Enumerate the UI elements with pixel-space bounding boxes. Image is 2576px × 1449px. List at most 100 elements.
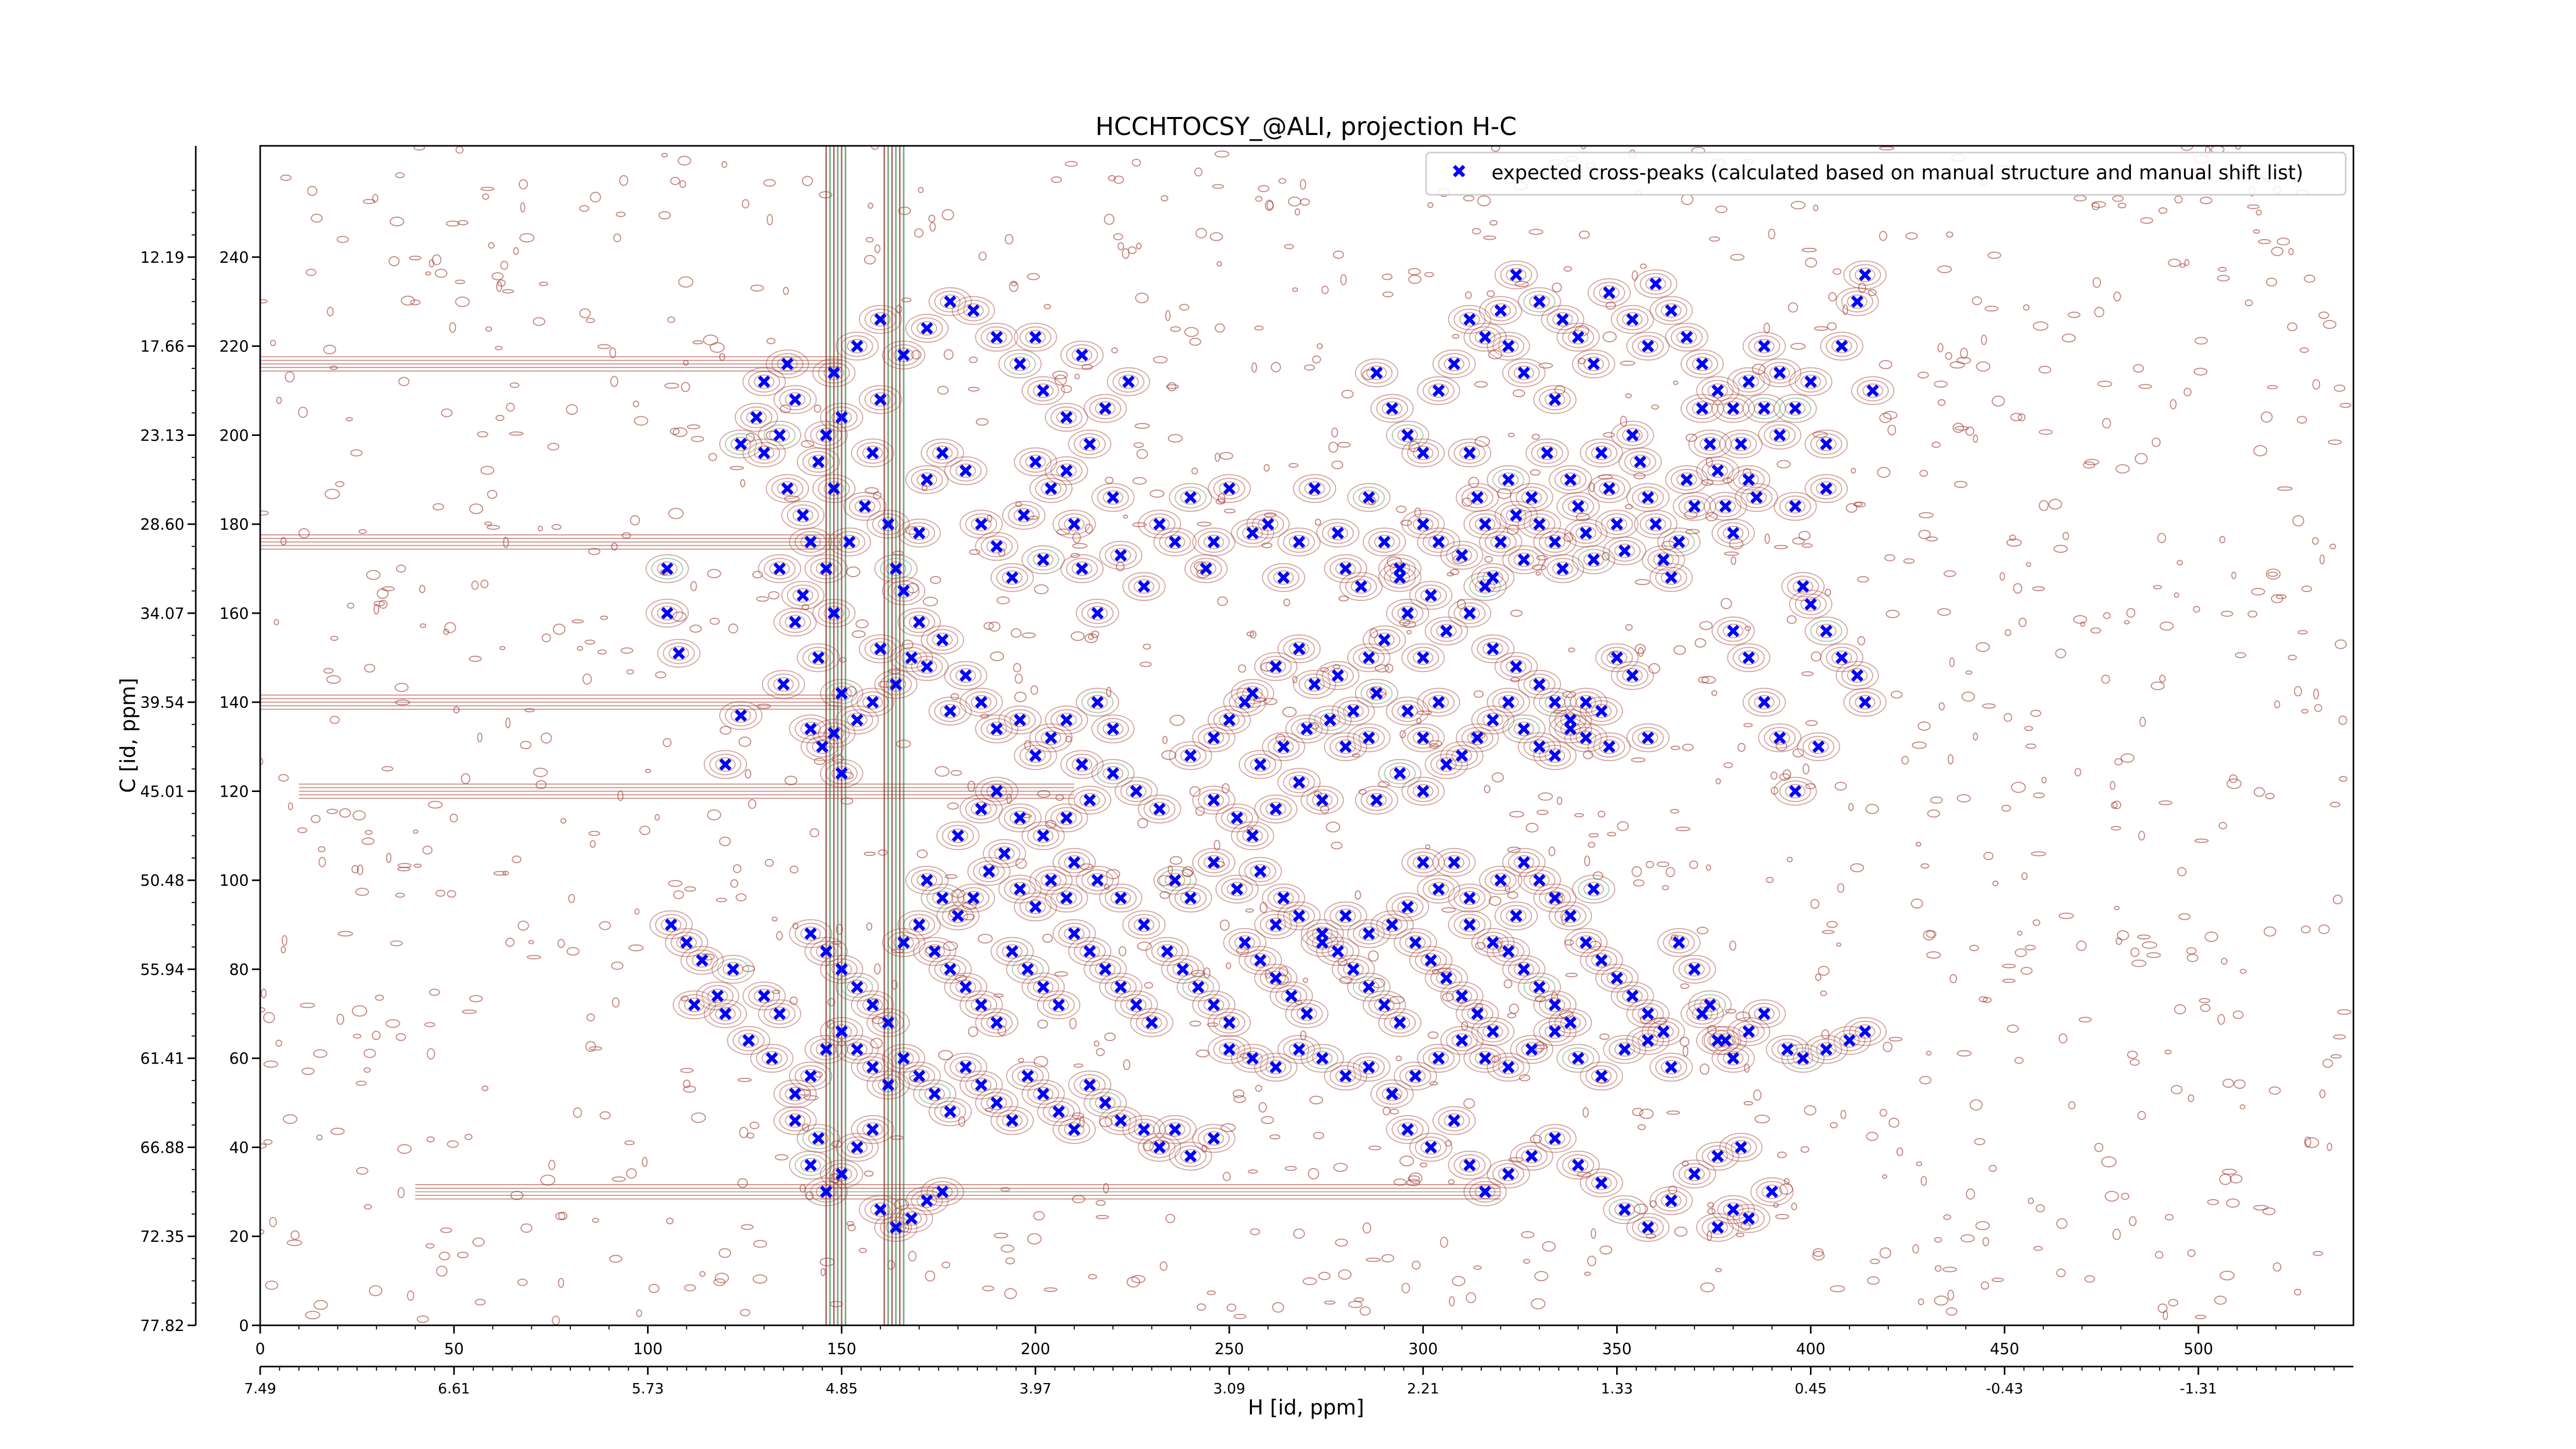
noise-contour <box>363 1049 376 1058</box>
cross-peak-marker <box>665 918 677 931</box>
cross-peak-marker <box>1091 874 1104 887</box>
peak-contour <box>1273 890 1294 905</box>
peak-contour <box>1696 1212 1740 1242</box>
peak-contour <box>792 508 814 523</box>
noise-contour <box>1132 522 1147 527</box>
peak-contour <box>950 664 982 686</box>
cross-peak-marker <box>1626 669 1639 682</box>
peak-contour <box>1614 1042 1635 1057</box>
peak-contour <box>1754 1006 1775 1021</box>
peak-contour <box>1223 928 1267 957</box>
peak-contour <box>1719 429 1763 459</box>
noise-contour <box>278 774 289 782</box>
peak-contour <box>1011 1065 1044 1087</box>
cross-peak-marker <box>1394 571 1406 584</box>
peak-contour <box>1250 757 1271 772</box>
peak-contour <box>971 695 992 710</box>
noise-contour <box>440 1227 452 1233</box>
noise-contour <box>1888 1117 1900 1128</box>
noise-contour <box>1919 512 1934 518</box>
noise-contour <box>1416 710 1432 715</box>
noise-contour <box>1934 380 1948 388</box>
peak-contour <box>1004 878 1036 900</box>
noise-contour <box>2330 802 2341 807</box>
noise-contour <box>1223 1172 1231 1182</box>
peak-contour <box>1032 552 1054 567</box>
noise-contour <box>568 894 575 903</box>
peak-contour <box>1352 922 1385 945</box>
cross-peak-marker <box>1572 1159 1585 1172</box>
noise-contour <box>1845 503 1858 513</box>
peak-contour <box>1327 526 1348 541</box>
peak-contour <box>1515 486 1548 509</box>
peak-contour <box>856 1056 889 1079</box>
peak-contour <box>1265 659 1286 674</box>
peak-contour <box>909 526 930 541</box>
cross-peak-marker <box>1401 704 1414 717</box>
cross-peak-marker <box>1510 268 1522 281</box>
peak-contour <box>921 439 964 468</box>
peak-contour <box>1064 1122 1085 1137</box>
cross-peak-marker <box>835 1025 848 1038</box>
noise-contour <box>1812 1251 1825 1261</box>
noise-contour <box>1538 362 1553 369</box>
noise-contour <box>2158 800 2173 805</box>
peak-contour <box>1009 357 1030 372</box>
peak-contour <box>703 750 747 779</box>
peak-contour <box>1591 446 1612 461</box>
noise-contour <box>1969 945 1979 951</box>
peak-contour <box>1591 953 1612 968</box>
noise-contour <box>336 235 349 243</box>
peak-contour <box>1707 383 1728 398</box>
peak-contour <box>1337 700 1369 722</box>
noise-contour <box>2187 1249 2196 1257</box>
noise-contour <box>410 299 421 306</box>
peak-contour <box>1110 548 1131 563</box>
noise-contour <box>1195 228 1207 239</box>
peak-contour <box>1149 1140 1170 1155</box>
peak-contour <box>779 1109 811 1132</box>
peak-contour <box>1502 954 1546 984</box>
noise-contour <box>394 683 409 692</box>
peak-contour <box>742 981 786 1010</box>
noise-contour <box>1947 1289 1954 1301</box>
y-ppm-tick-label: 34.07 <box>140 605 184 623</box>
noise-contour <box>1788 302 1798 313</box>
cross-peak-marker <box>959 464 972 477</box>
noise-contour <box>1926 1051 1932 1056</box>
x-axis-label: H [id, ppm] <box>1248 1396 1364 1420</box>
peak-contour <box>818 722 850 745</box>
peak-contour <box>1091 759 1135 788</box>
noise-contour <box>2219 1270 2235 1280</box>
cross-peak-marker <box>959 669 972 682</box>
peak-contour <box>703 999 747 1029</box>
peak-contour <box>802 647 835 669</box>
peak-contour <box>1723 1051 1744 1066</box>
noise-contour <box>1699 621 1713 630</box>
peak-contour <box>1327 668 1348 683</box>
noise-contour <box>439 1252 450 1260</box>
cross-peak-marker <box>1331 945 1344 958</box>
peak-contour <box>1616 424 1649 446</box>
peak-contour <box>1081 602 1114 624</box>
cross-peak-marker <box>874 313 887 326</box>
cross-peak-marker <box>1479 580 1492 593</box>
noise-contour <box>1890 690 1903 699</box>
peak-contour <box>1384 762 1416 784</box>
peak-contour <box>1545 1131 1566 1146</box>
noise-contour <box>1473 1265 1482 1270</box>
cross-peak-marker <box>1425 1141 1437 1154</box>
peak-contour <box>1536 446 1557 461</box>
noise-contour <box>1472 228 1481 235</box>
noise-contour <box>1911 898 1923 909</box>
noise-contour <box>1879 413 1892 423</box>
cross-peak-marker <box>804 927 817 940</box>
peak-contour <box>779 611 811 633</box>
peak-contour <box>1533 1124 1577 1153</box>
noise-contour <box>1033 1211 1045 1221</box>
noise-contour <box>1429 1081 1438 1086</box>
peak-contour <box>864 389 896 411</box>
y-tick-label: 120 <box>219 783 249 801</box>
noise-contour <box>1753 1089 1762 1101</box>
y-ppm-tick-label: 17.66 <box>140 338 184 356</box>
